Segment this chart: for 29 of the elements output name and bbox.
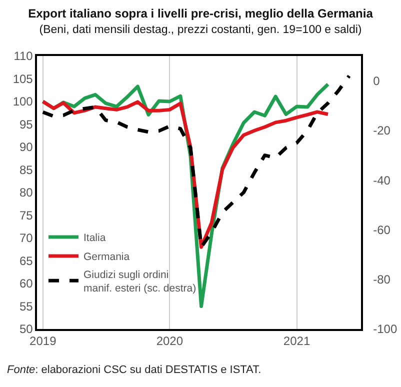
legend-label: Italia	[83, 232, 106, 244]
y2-tick-label: -80	[373, 272, 391, 287]
y-tick-label: 60	[19, 276, 34, 291]
chart-title: Export italiano sopra i livelli pre-crisi, meglio della Germania	[28, 6, 374, 20]
y-tick-label: 65	[19, 254, 34, 268]
y-tick-label: 70	[19, 231, 34, 246]
y-tick-label: 95	[19, 117, 34, 132]
y-tick-label: 75	[19, 208, 34, 222]
y2-tick-label: -20	[373, 124, 391, 138]
x-tick-label: 2020	[156, 334, 184, 348]
x-tick-label: 2019	[30, 334, 57, 348]
line-series	[41, 74, 351, 249]
y2-tick-label: 0	[373, 74, 380, 88]
y-tick-label: 85	[19, 162, 34, 177]
source-note: Fonte: elaborazioni CSC su dati DESTATIS e ISTAT.	[7, 364, 262, 376]
y-tick-label: 50	[19, 322, 34, 336]
x-tick-label: 2021	[283, 334, 310, 348]
y-tick-label: 55	[19, 299, 34, 314]
y-tick-label: 105	[12, 72, 34, 86]
y-tick-label: 90	[19, 140, 34, 154]
y-tick-label: 110	[14, 49, 34, 64]
legend-label: Giudizi sugli ordini manif. esteri (sc. destra)	[83, 268, 196, 295]
y-tick-label: 100	[12, 94, 34, 109]
legend-label: Germania	[83, 251, 130, 264]
y2-tick-label: -40	[373, 173, 391, 188]
chart-subtitle: (Beni, dati mensili destag., prezzi costanti, gen. 19=100 e saldi)	[39, 24, 362, 36]
y-tick-label: 80	[19, 186, 34, 200]
y2-tick-label: -60	[373, 222, 391, 237]
y2-tick-label: -100	[373, 322, 398, 336]
